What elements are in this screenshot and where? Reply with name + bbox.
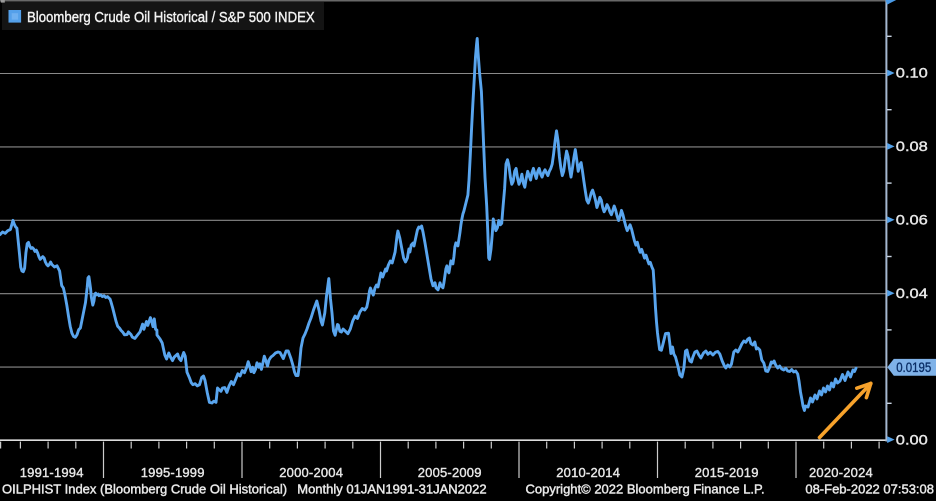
svg-text:Bloomberg Crude Oil Historical: Bloomberg Crude Oil Historical / S&P 500… xyxy=(27,8,315,25)
svg-text:OILPHIST Index (Bloomberg Crud: OILPHIST Index (Bloomberg Crude Oil Hist… xyxy=(2,482,487,497)
svg-text:0.06: 0.06 xyxy=(896,213,928,228)
svg-text:Copyright© 2022 Bloomberg Fina: Copyright© 2022 Bloomberg Finance L.P. xyxy=(526,482,765,497)
svg-text:2010-2014: 2010-2014 xyxy=(556,465,620,480)
svg-text:2015-2019: 2015-2019 xyxy=(695,465,759,480)
svg-text:0.04: 0.04 xyxy=(896,286,929,301)
svg-text:1991-1994: 1991-1994 xyxy=(20,465,84,480)
svg-text:1995-1999: 1995-1999 xyxy=(141,465,205,480)
svg-text:2020-2024: 2020-2024 xyxy=(809,465,873,480)
svg-text:0.0195: 0.0195 xyxy=(896,360,931,375)
svg-text:2000-2004: 2000-2004 xyxy=(279,465,343,480)
svg-text:0.00: 0.00 xyxy=(896,432,928,447)
svg-text:2005-2009: 2005-2009 xyxy=(418,465,482,480)
svg-text:0.10: 0.10 xyxy=(896,66,928,81)
svg-text:0.08: 0.08 xyxy=(896,139,928,154)
svg-text:08-Feb-2022 07:53:08: 08-Feb-2022 07:53:08 xyxy=(805,482,934,497)
